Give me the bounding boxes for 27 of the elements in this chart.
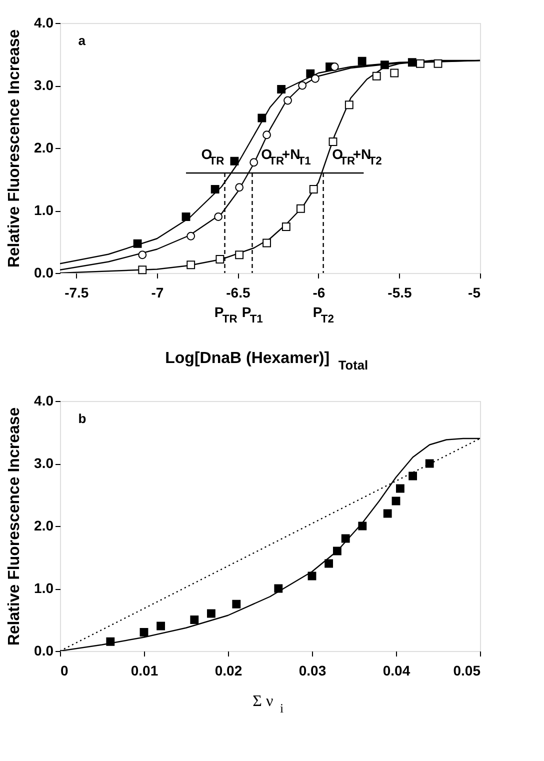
y-axis-title: Relative Fluorescence Increase: [6, 29, 24, 268]
annotation: a: [78, 33, 86, 48]
x-tick-label: 0.02: [214, 662, 242, 678]
y-axis-title: Relative Fluorescence Increase: [6, 407, 24, 646]
x-tick-label: -5.5: [388, 284, 412, 300]
x-tick-label: 0.04: [382, 662, 410, 678]
y-tick-label: 1.0: [34, 580, 54, 596]
x-tick-label: 0.03: [298, 662, 326, 678]
annotation: b: [78, 411, 86, 426]
x-tick-label: -6.5: [226, 284, 250, 300]
y-tick-label: 0.0: [34, 264, 54, 280]
x-tick-label: 0: [60, 662, 68, 678]
x-tick-label: 0.01: [130, 662, 158, 678]
y-tick-label: 1.0: [34, 202, 54, 218]
x-axis-title: Log[DnaB (Hexamer)]Total: [165, 350, 368, 372]
y-tick-label: 4.0: [34, 392, 54, 408]
x-tick-label: -6: [312, 284, 326, 300]
x-tick-label: -7.5: [64, 284, 89, 300]
y-tick-label: 0.0: [34, 642, 54, 658]
x-tick-label: -5: [468, 284, 481, 300]
y-tick-label: 3.0: [34, 77, 54, 93]
y-tick-label: 3.0: [34, 455, 54, 471]
x-tick-label: 0.05: [453, 662, 481, 678]
y-tick-label: 4.0: [34, 14, 54, 30]
y-tick-label: 2.0: [34, 140, 54, 156]
y-tick-label: 2.0: [34, 518, 54, 534]
x-tick-label: -7: [151, 284, 164, 300]
